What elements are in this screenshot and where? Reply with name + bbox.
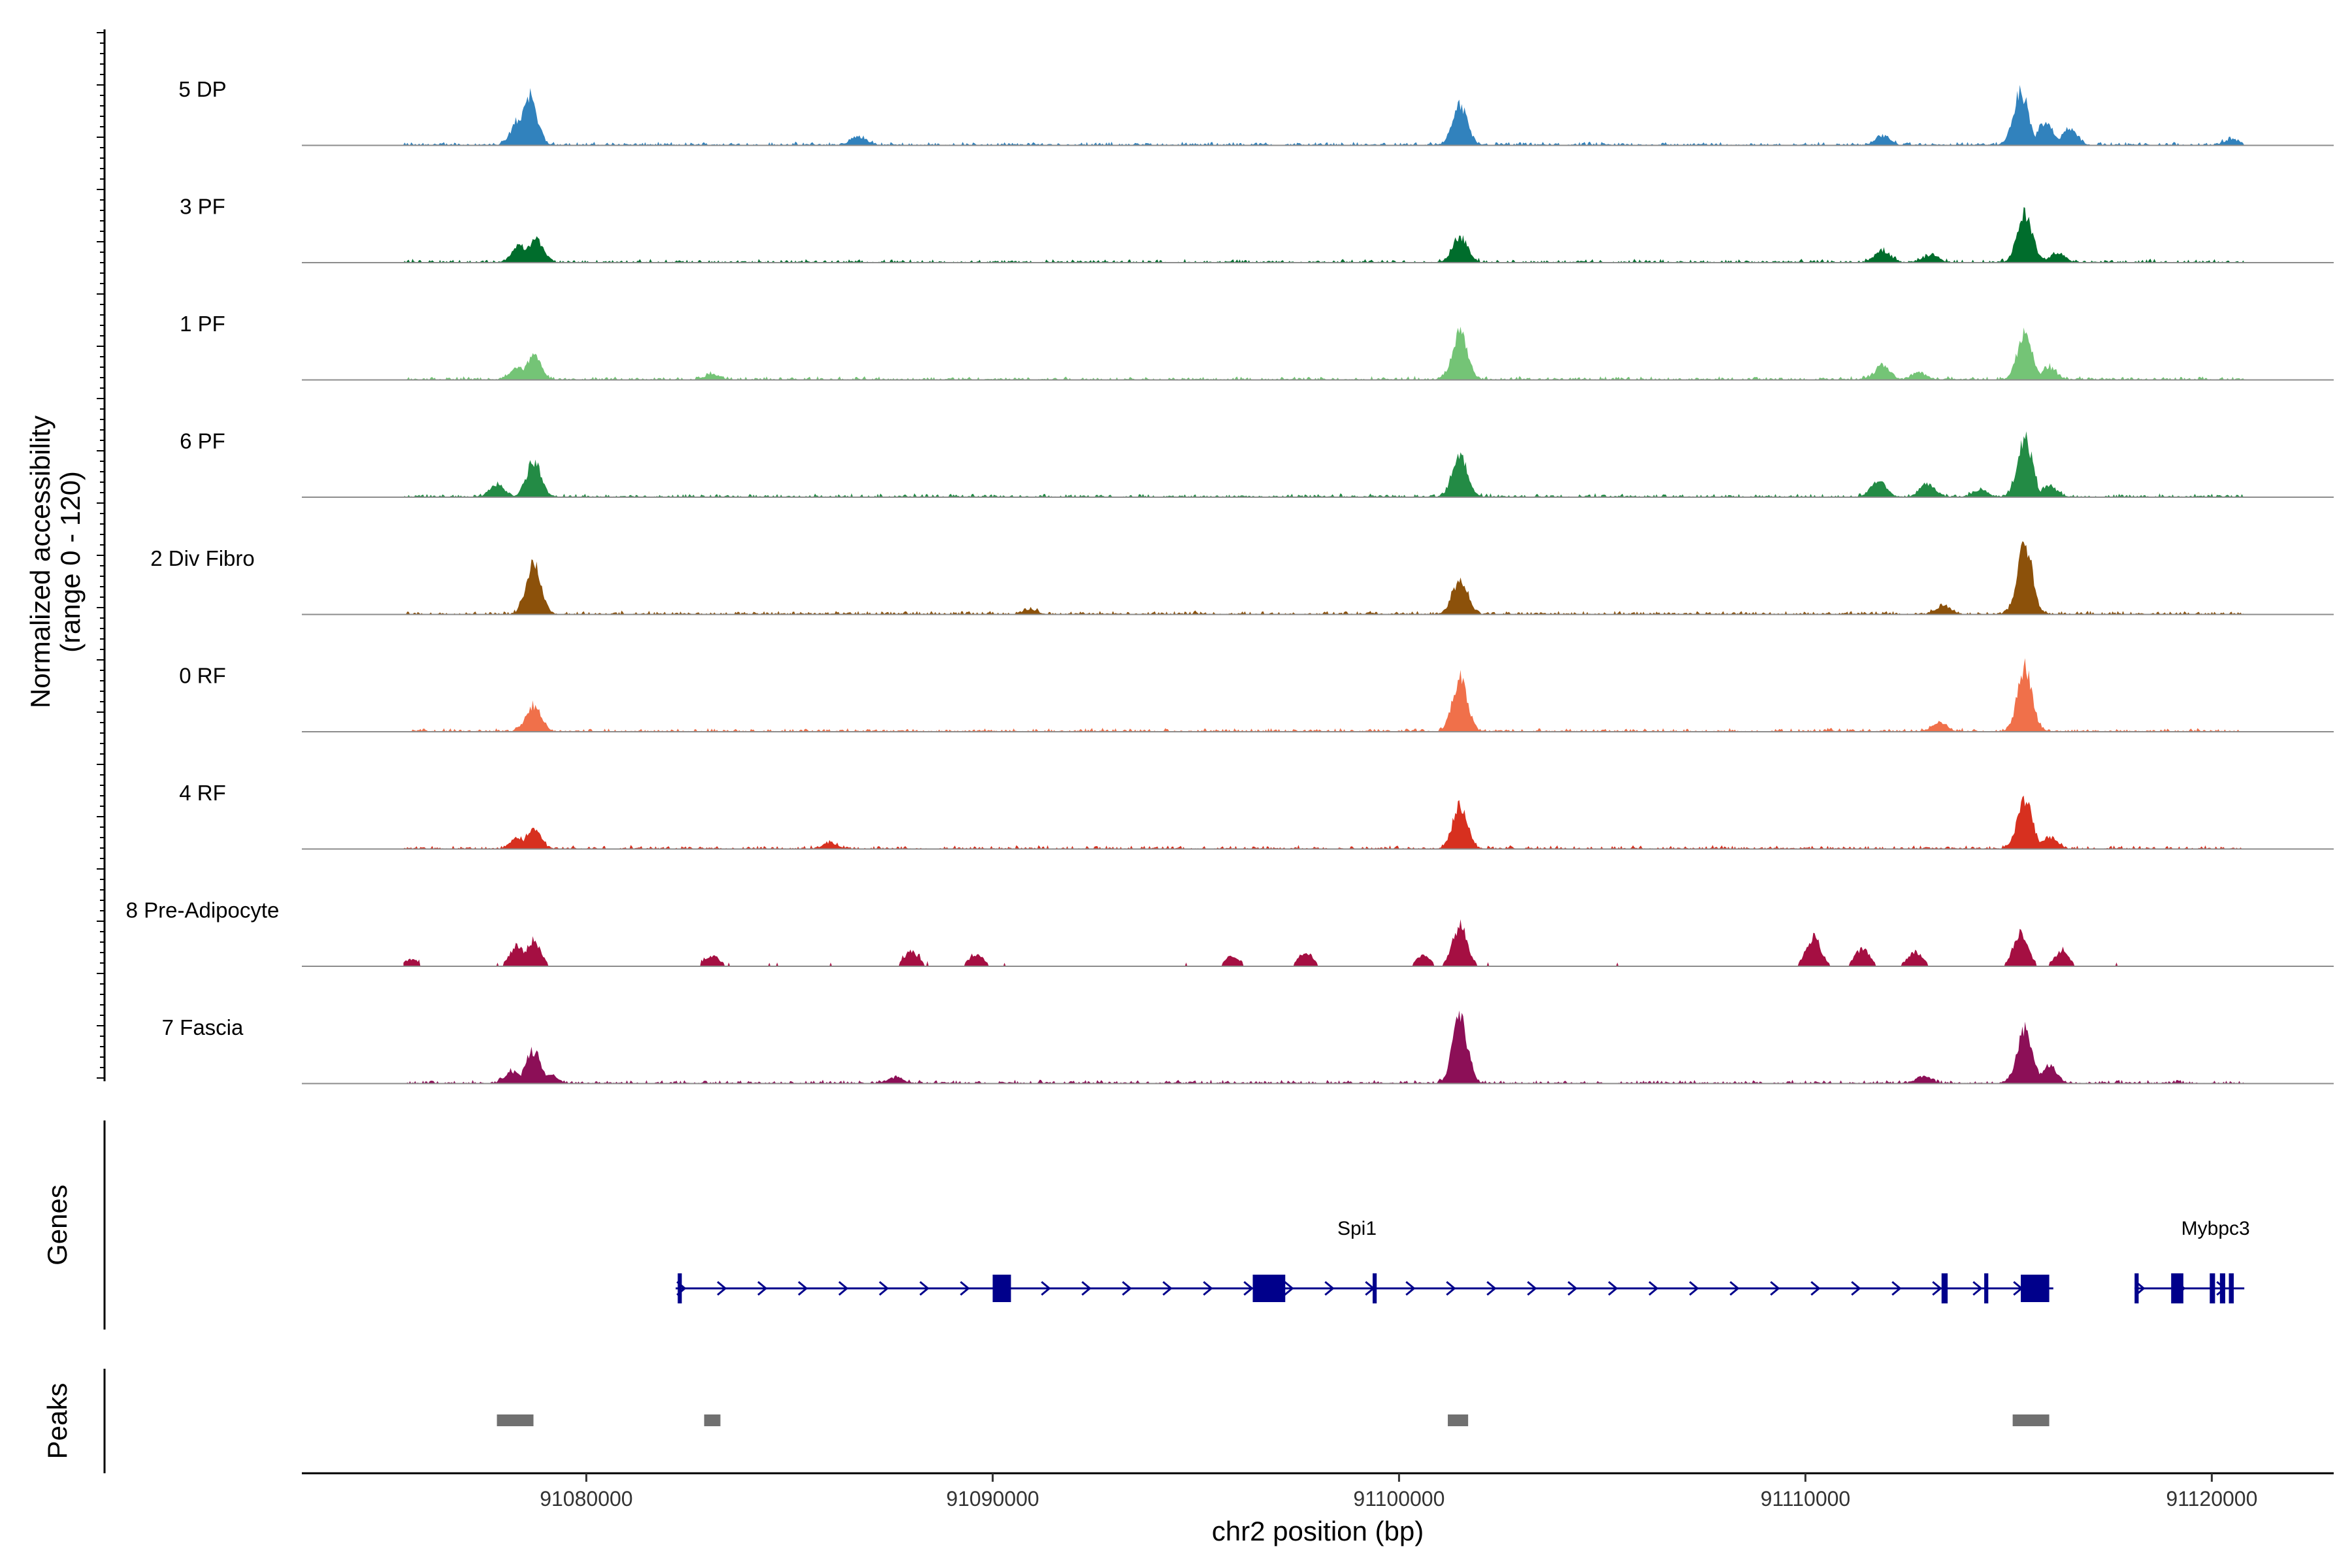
strand-arrow <box>1851 1281 1861 1296</box>
strand-arrow <box>1689 1281 1699 1296</box>
strand-arrow <box>798 1281 808 1296</box>
gene-exon <box>678 1273 682 1303</box>
track-label: 8 Pre-Adipocyte <box>126 898 280 923</box>
gene-exon <box>2171 1273 2183 1303</box>
track-8-pre-adipocyte: 8 Pre-Adipocyte <box>126 898 2334 967</box>
track-7-fascia: 7 Fascia <box>162 1010 2334 1085</box>
peak-region <box>497 1414 534 1426</box>
x-axis: 91080000 91090000 91100000 91110000 91120000… <box>302 1472 2334 1546</box>
strand-arrow <box>879 1281 889 1296</box>
strand-arrow <box>919 1281 930 1296</box>
track-signal <box>403 431 2245 497</box>
track-label: 1 PF <box>180 312 225 336</box>
track-signal <box>403 327 2245 380</box>
x-tick-label: 91080000 <box>540 1487 632 1511</box>
gene-exon <box>2021 1275 2050 1302</box>
track-label: 7 Fascia <box>162 1015 244 1039</box>
track-signal <box>403 795 2245 849</box>
y-axis-title-line2: (range 0 - 120) <box>55 471 86 653</box>
track-1-pf: 1 PF <box>180 312 2334 381</box>
gene-exon <box>992 1275 1011 1302</box>
strand-arrow <box>1729 1281 1740 1296</box>
gene-exon <box>1252 1275 1286 1302</box>
strand-arrow <box>1770 1281 1780 1296</box>
track-6-pf: 6 PF <box>180 429 2334 498</box>
track-4-rf: 4 RF <box>179 781 2334 850</box>
strand-arrow <box>1446 1281 1456 1296</box>
strand-arrow <box>1891 1281 1902 1296</box>
gene-mybpc3: Mybpc3 <box>2134 1218 2250 1303</box>
strand-arrow <box>838 1281 849 1296</box>
gene-exon <box>1372 1273 1377 1303</box>
gene-exon <box>2229 1273 2234 1303</box>
gene-exon <box>2210 1273 2215 1303</box>
genes-panel: Genes Spi1 Mybpc3 <box>42 1120 2250 1330</box>
strand-arrow <box>1932 1281 1942 1296</box>
gene-exon <box>2219 1273 2225 1303</box>
peak-region <box>2012 1414 2050 1426</box>
strand-arrow <box>717 1281 727 1296</box>
track-signal <box>403 541 2245 615</box>
track-label: 5 DP <box>178 77 226 101</box>
strand-arrow <box>1041 1281 1051 1296</box>
strand-arrow <box>757 1281 768 1296</box>
track-signal <box>403 1010 2245 1084</box>
peak-regions <box>497 1414 2050 1426</box>
strand-arrow <box>1486 1281 1497 1296</box>
track-signal <box>403 207 2245 263</box>
strand-arrow <box>1122 1281 1132 1296</box>
gene-exon <box>2134 1273 2139 1303</box>
strand-arrow <box>1527 1281 1537 1296</box>
gene-exon <box>1984 1273 1989 1303</box>
strand-arrow <box>1810 1281 1821 1296</box>
y-axis-title-line1: Normalized accessibility <box>25 416 56 708</box>
peak-region <box>1448 1414 1469 1426</box>
x-tick-label: 91120000 <box>2166 1487 2257 1511</box>
track-label: 3 PF <box>180 195 225 219</box>
strand-arrow <box>1284 1281 1294 1296</box>
strand-arrow <box>1243 1281 1254 1296</box>
strand-arrow <box>1405 1281 1416 1296</box>
track-3-pf: 3 PF <box>180 195 2334 263</box>
strand-arrow <box>1203 1281 1213 1296</box>
peak-region <box>704 1414 721 1426</box>
coverage-tracks: 5 DP 3 PF 1 PF 6 PF 2 Div Fibro 0 RF 4 RF 8 Pre… <box>126 77 2334 1085</box>
track-signal <box>403 85 2245 146</box>
gene-label: Spi1 <box>1337 1218 1377 1239</box>
strand-arrow <box>1162 1281 1173 1296</box>
strand-arrow <box>1081 1281 1092 1296</box>
x-axis-title: chr2 position (bp) <box>1212 1516 1424 1546</box>
strand-arrow <box>1608 1281 1618 1296</box>
gene-label: Mybpc3 <box>2181 1218 2250 1239</box>
x-tick-label: 91110000 <box>1761 1487 1851 1511</box>
gene-models: Spi1 Mybpc3 <box>676 1218 2250 1303</box>
y-axis-ticks <box>97 32 105 1079</box>
gene-spi1: Spi1 <box>676 1218 2053 1303</box>
track-5-dp: 5 DP <box>178 77 2334 146</box>
strand-arrow <box>960 1281 970 1296</box>
x-tick-label: 91090000 <box>946 1487 1039 1511</box>
track-label: 6 PF <box>180 429 225 453</box>
track-label: 0 RF <box>179 664 226 688</box>
track-signal <box>403 658 2245 732</box>
peaks-panel: Peaks <box>42 1369 2050 1473</box>
strand-arrow <box>1324 1281 1335 1296</box>
strand-arrow <box>1972 1281 1983 1296</box>
track-0-rf: 0 RF <box>179 658 2334 732</box>
track-label: 4 RF <box>179 781 226 805</box>
y-axis-title: Normalized accessibility (range 0 - 120) <box>25 416 86 708</box>
strand-arrow <box>1648 1281 1659 1296</box>
x-axis-ticks: 91080000 91090000 91100000 91110000 91120000 <box>540 1473 2257 1511</box>
genes-panel-title: Genes <box>42 1184 73 1266</box>
x-tick-label: 91100000 <box>1353 1487 1445 1511</box>
track-signal <box>403 919 2245 966</box>
track-label: 2 Div Fibro <box>150 546 255 570</box>
track-2-div-fibro: 2 Div Fibro <box>150 541 2334 615</box>
strand-arrow <box>1567 1281 1578 1296</box>
peaks-panel-title: Peaks <box>42 1383 73 1460</box>
gene-exon <box>1941 1273 1948 1303</box>
